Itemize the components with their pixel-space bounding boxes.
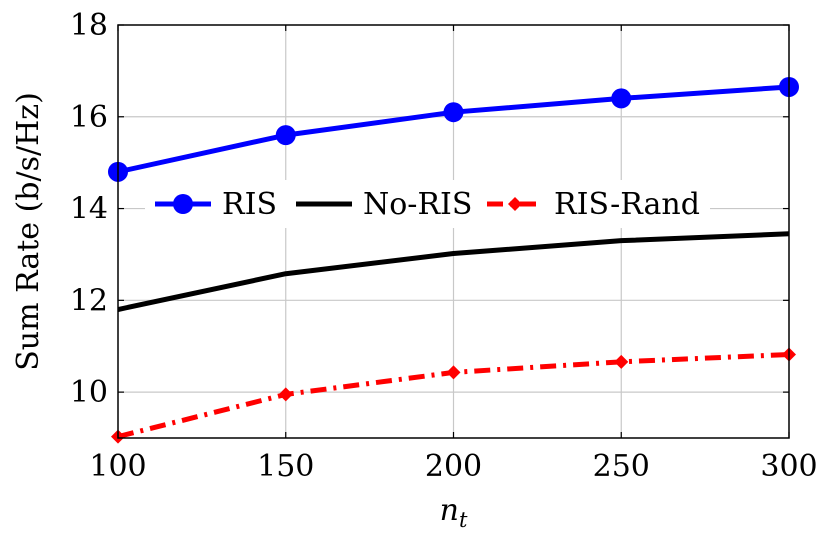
data-point-ris-rand xyxy=(614,354,629,369)
series-ris-rand xyxy=(111,347,796,444)
y-tick-label: 10 xyxy=(70,375,108,410)
data-point-ris xyxy=(443,102,464,123)
legend-item-ris: RIS xyxy=(155,187,277,222)
x-tick-label: 100 xyxy=(89,449,146,484)
x-tick-label: 150 xyxy=(257,449,314,484)
x-tick-label: 200 xyxy=(425,449,482,484)
x-tick-label: 300 xyxy=(760,449,817,484)
legend-label: No-RIS xyxy=(363,187,472,222)
y-axis-label: Sum Rate (b/s/Hz) xyxy=(11,92,46,371)
y-tick-label: 14 xyxy=(70,192,108,227)
data-point-ris-rand xyxy=(508,197,522,211)
legend-item-ris-rand: RIS-Rand xyxy=(487,187,700,222)
y-tick-labels: 10 12 14 16 18 xyxy=(70,8,789,410)
legend-label: RIS-Rand xyxy=(554,187,700,222)
data-point-ris xyxy=(611,88,632,109)
data-point-ris-rand xyxy=(446,365,461,380)
data-point-ris xyxy=(275,125,296,146)
x-axis-label-main: n xyxy=(440,493,459,528)
x-tick-labels: 100 150 200 250 300 xyxy=(89,25,818,484)
x-axis-label: nt xyxy=(440,493,468,532)
data-point-ris xyxy=(173,194,193,214)
legend: RIS No-RIS RIS-Rand xyxy=(145,180,710,228)
legend-box xyxy=(145,180,710,228)
series-line-no-ris xyxy=(117,231,790,312)
legend-item-no-ris: No-RIS xyxy=(296,187,472,222)
y-tick-label: 16 xyxy=(70,100,108,135)
series-layer xyxy=(108,76,799,444)
x-tick-label: 250 xyxy=(593,449,650,484)
legend-label: RIS xyxy=(222,187,277,222)
data-point-ris-rand xyxy=(278,387,293,402)
y-tick-label: 12 xyxy=(70,283,108,318)
series-no-ris xyxy=(117,231,790,312)
y-tick-label: 18 xyxy=(70,8,108,43)
x-axis-label-sub: t xyxy=(459,508,468,532)
